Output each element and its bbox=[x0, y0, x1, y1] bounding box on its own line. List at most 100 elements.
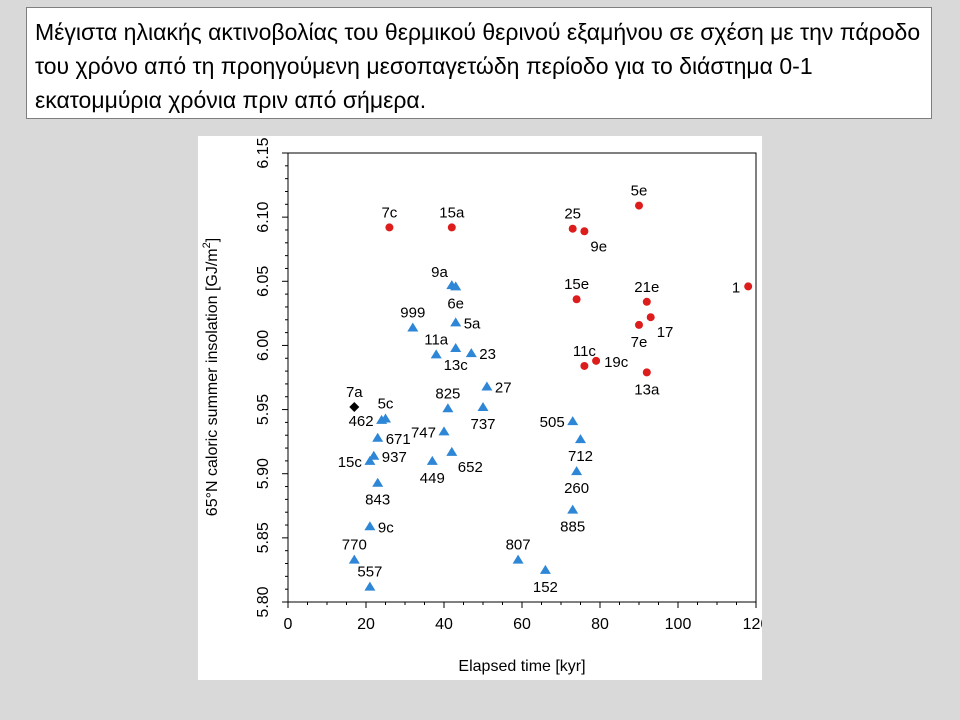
triangle-marker bbox=[348, 554, 360, 564]
point-label: 6e bbox=[447, 295, 464, 312]
triangle-marker bbox=[477, 402, 489, 412]
triangle-marker bbox=[438, 426, 450, 436]
triangle-marker bbox=[372, 432, 384, 442]
point-label: 937 bbox=[382, 449, 407, 466]
point-label: 23 bbox=[479, 346, 496, 363]
data-points: 7c 15a 25 9e 5e 15e 21e 1 17 7e 11c 19c 13a 9a 6e 999 5a… bbox=[338, 183, 753, 596]
point-label: 807 bbox=[506, 537, 531, 554]
triangle-marker bbox=[450, 281, 462, 291]
point-label: 999 bbox=[400, 304, 425, 321]
point-label: 27 bbox=[495, 379, 512, 396]
triangle-marker bbox=[567, 504, 579, 514]
point-label: 505 bbox=[540, 414, 565, 431]
point-label: 462 bbox=[349, 413, 374, 430]
point-label: 13a bbox=[634, 381, 660, 398]
point-label: 7a bbox=[346, 384, 363, 401]
x-tick-label: 0 bbox=[284, 616, 293, 633]
point-label: 737 bbox=[470, 416, 495, 433]
x-axis-label: Elapsed time [kyr] bbox=[458, 658, 585, 675]
circle-marker bbox=[447, 223, 456, 232]
triangle-marker bbox=[426, 455, 438, 465]
circle-marker bbox=[568, 224, 577, 233]
x-tick-label: 40 bbox=[435, 616, 453, 633]
point-label: 260 bbox=[564, 480, 589, 497]
point-label: 557 bbox=[357, 564, 382, 581]
circle-marker bbox=[580, 361, 589, 370]
circle-marker bbox=[642, 368, 651, 377]
triangle-marker bbox=[446, 446, 458, 456]
point-label: 13c bbox=[444, 357, 469, 374]
y-tick-label: 5.95 bbox=[255, 394, 272, 425]
point-label: 5c bbox=[378, 396, 394, 413]
slide-title: Μέγιστα ηλιακής ακτινοβολίας του θερμικο… bbox=[26, 7, 932, 119]
y-axis-label-end: ] bbox=[204, 238, 221, 242]
circle-marker bbox=[646, 313, 655, 322]
point-label: 25 bbox=[564, 206, 581, 223]
point-label: 1 bbox=[732, 279, 740, 296]
triangle-marker bbox=[364, 521, 376, 531]
triangle-marker bbox=[465, 348, 477, 358]
point-label: 825 bbox=[435, 385, 460, 402]
point-label: 5e bbox=[631, 183, 648, 200]
point-label: 11a bbox=[424, 331, 449, 348]
x-tick-label: 80 bbox=[591, 616, 609, 633]
point-label: 885 bbox=[560, 519, 585, 536]
circle-marker bbox=[592, 356, 601, 365]
point-label: 770 bbox=[342, 537, 367, 554]
y-tick-label: 5.90 bbox=[255, 458, 272, 489]
triangle-marker bbox=[481, 381, 493, 391]
point-label: 21e bbox=[634, 279, 659, 296]
point-label: 9e bbox=[590, 238, 607, 255]
triangle-marker bbox=[430, 349, 442, 359]
point-label: 15a bbox=[439, 204, 465, 221]
point-label: 9a bbox=[431, 264, 448, 281]
x-tick-label: 60 bbox=[513, 616, 531, 633]
triangle-marker bbox=[407, 322, 419, 332]
diamond-marker bbox=[349, 402, 360, 413]
y-tick-label: 6.10 bbox=[255, 201, 272, 232]
y-tick-label: 5.80 bbox=[255, 586, 272, 617]
triangle-marker bbox=[512, 554, 524, 564]
triangle-marker bbox=[450, 342, 462, 352]
point-label: 19c bbox=[604, 354, 629, 371]
point-label: 652 bbox=[458, 459, 483, 476]
circle-marker bbox=[635, 201, 643, 210]
y-tick-label: 6.15 bbox=[255, 137, 272, 168]
circle-marker bbox=[385, 223, 394, 232]
triangle-marker bbox=[575, 434, 586, 444]
x-tick-label: 20 bbox=[357, 616, 375, 633]
x-axis: 0 20 40 60 80 100 120 bbox=[284, 602, 769, 633]
y-tick-label: 5.85 bbox=[255, 522, 272, 553]
triangle-marker bbox=[539, 564, 551, 574]
triangle-marker bbox=[364, 581, 376, 591]
point-label: 15c bbox=[338, 454, 363, 471]
point-label: 5a bbox=[464, 315, 481, 332]
chart-panel: 0 20 40 60 80 100 120 5.80 5.85 5.90 5.95 6.00 6.05… bbox=[198, 136, 769, 680]
point-label: 671 bbox=[386, 431, 411, 448]
y-tick-label: 6.00 bbox=[255, 330, 272, 361]
triangle-marker bbox=[450, 317, 462, 327]
triangle-marker bbox=[571, 466, 583, 476]
y-axis: 5.80 5.85 5.90 5.95 6.00 6.05 6.10 6.15 bbox=[255, 137, 288, 618]
point-label: 747 bbox=[411, 424, 436, 441]
y-axis-label-main: 65°N caloric summer insolation [GJ/m bbox=[204, 248, 221, 516]
point-label: 9c bbox=[378, 519, 394, 536]
circle-marker bbox=[744, 282, 753, 291]
point-label: 712 bbox=[568, 448, 593, 465]
point-label: 152 bbox=[533, 579, 558, 596]
y-tick-label: 6.05 bbox=[255, 266, 272, 297]
triangle-marker bbox=[368, 450, 380, 460]
scatter-chart: 0 20 40 60 80 100 120 5.80 5.85 5.90 5.95 6.00 6.05… bbox=[201, 137, 769, 675]
triangle-marker bbox=[372, 477, 384, 487]
point-label: 449 bbox=[420, 470, 445, 487]
triangle-marker bbox=[442, 403, 454, 413]
x-tick-label: 100 bbox=[665, 616, 692, 633]
point-label: 11c bbox=[573, 343, 597, 360]
point-label: 15e bbox=[564, 276, 589, 293]
point-label: 843 bbox=[365, 492, 390, 509]
y-axis-label-sup: 2 bbox=[201, 242, 213, 248]
x-tick-label: 120 bbox=[743, 616, 762, 633]
point-label: 7e bbox=[631, 334, 648, 351]
point-label: 17 bbox=[657, 324, 674, 341]
triangle-marker bbox=[567, 416, 579, 426]
